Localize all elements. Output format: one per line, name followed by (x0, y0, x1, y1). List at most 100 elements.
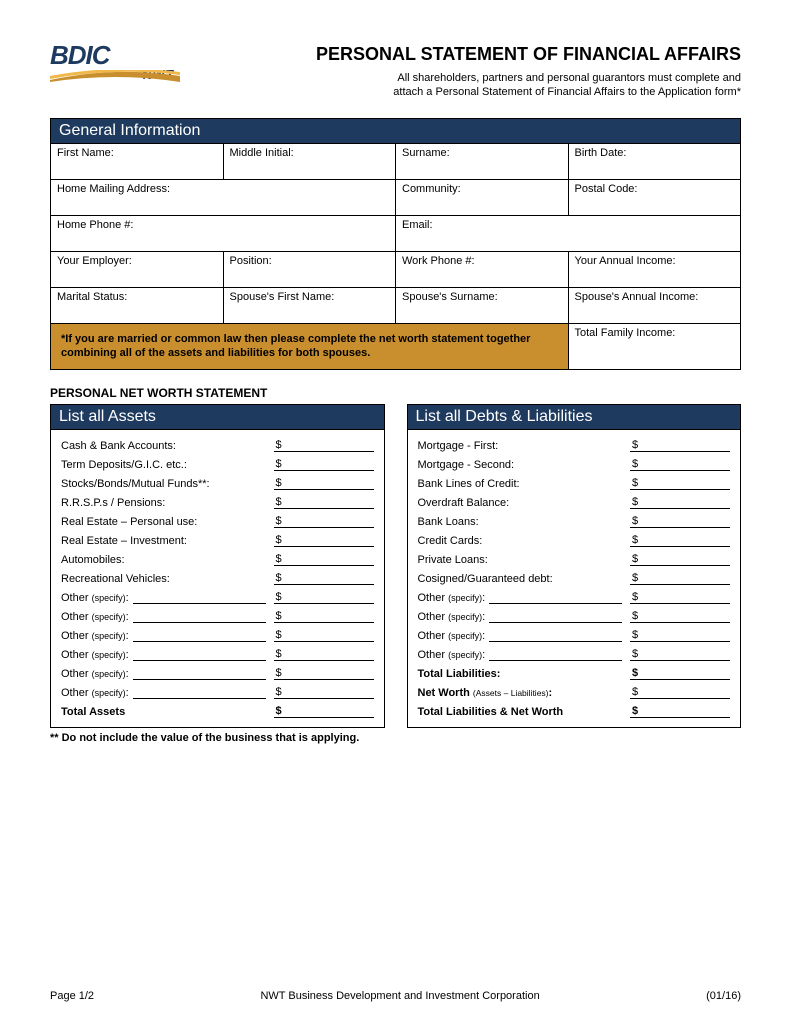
amount-field[interactable]: $ (274, 591, 374, 604)
field-email[interactable]: Email: (396, 216, 741, 252)
logo-swoosh-icon (50, 70, 180, 82)
line-item: Bank Lines of Credit:$ (418, 474, 731, 493)
line-item: Real Estate – Personal use:$ (61, 512, 374, 531)
line-item: Net Worth (Assets – Liabilities): $ (418, 683, 731, 702)
amount-field[interactable]: $ (630, 648, 730, 661)
general-info-heading: General Information (50, 118, 741, 143)
assets-list: Cash & Bank Accounts:$Term Deposits/G.I.… (50, 430, 385, 728)
amount-field[interactable]: $ (630, 515, 730, 528)
amount-field[interactable]: $ (630, 534, 730, 547)
line-item: Term Deposits/G.I.C. etc.: $ (61, 455, 374, 474)
line-item: Other (specify):$ (61, 664, 374, 683)
line-item-label: Net Worth (Assets – Liabilities): (418, 687, 623, 699)
line-item-label: Other (specify): (418, 630, 623, 642)
amount-field[interactable]: $ (274, 477, 374, 490)
line-item: Other (specify): $ (61, 626, 374, 645)
line-item-label: Other (specify): (61, 630, 266, 642)
general-info-table: First Name: Middle Initial: Surname: Bir… (50, 143, 741, 370)
line-item: Cash & Bank Accounts: $ (61, 436, 374, 455)
line-item-label: Overdraft Balance: (418, 497, 623, 509)
amount-field[interactable]: $ (274, 667, 374, 680)
amount-field[interactable]: $ (630, 686, 730, 699)
line-item: Mortgage - Second: $ (418, 455, 731, 474)
line-item: Total Liabilities: $ (418, 664, 731, 683)
line-item-label: Other (specify): (61, 611, 266, 623)
field-middle-initial[interactable]: Middle Initial: (223, 144, 396, 180)
amount-field[interactable]: $ (274, 553, 374, 566)
page-title: PERSONAL STATEMENT OF FINANCIAL AFFAIRS (200, 44, 741, 65)
line-item-label: Cosigned/Guaranteed debt: (418, 573, 623, 585)
field-birth-date[interactable]: Birth Date: (568, 144, 741, 180)
amount-field[interactable]: $ (630, 477, 730, 490)
amount-field[interactable]: $ (274, 648, 374, 661)
amount-field[interactable]: $ (274, 515, 374, 528)
line-item-label: Term Deposits/G.I.C. etc.: (61, 459, 266, 471)
footnote: ** Do not include the value of the busin… (50, 732, 741, 744)
line-item-label: Total Liabilities & Net Worth (418, 706, 623, 718)
field-spouse-first-name[interactable]: Spouse's First Name: (223, 288, 396, 324)
debts-column: List all Debts & Liabilities Mortgage - … (407, 404, 742, 728)
married-note: *If you are married or common law then p… (51, 324, 569, 370)
field-spouse-surname[interactable]: Spouse's Surname: (396, 288, 569, 324)
footer: Page 1/2 NWT Business Development and In… (50, 990, 741, 1002)
field-postal-code[interactable]: Postal Code: (568, 180, 741, 216)
field-first-name[interactable]: First Name: (51, 144, 224, 180)
line-item-label: Private Loans: (418, 554, 623, 566)
line-item: Other (specify): $ (61, 607, 374, 626)
field-work-phone[interactable]: Work Phone #: (396, 252, 569, 288)
field-surname[interactable]: Surname: (396, 144, 569, 180)
line-item: Other (specify): $ (61, 588, 374, 607)
assets-heading: List all Assets (50, 404, 385, 430)
amount-field[interactable]: $ (274, 629, 374, 642)
field-employer[interactable]: Your Employer: (51, 252, 224, 288)
line-item-label: Stocks/Bonds/Mutual Funds**: (61, 478, 266, 490)
header-text: PERSONAL STATEMENT OF FINANCIAL AFFAIRS … (200, 40, 741, 100)
line-item: Other (specify):$ (61, 683, 374, 702)
subtitle-line1: All shareholders, partners and personal … (200, 71, 741, 85)
field-family-income[interactable]: Total Family Income: (568, 324, 741, 370)
amount-field[interactable]: $ (630, 591, 730, 604)
field-annual-income[interactable]: Your Annual Income: (568, 252, 741, 288)
amount-field[interactable]: $ (274, 705, 374, 718)
line-item-label: R.R.S.P.s / Pensions: (61, 497, 266, 509)
line-item-label: Cash & Bank Accounts: (61, 440, 266, 452)
amount-field[interactable]: $ (274, 496, 374, 509)
amount-field[interactable]: $ (630, 629, 730, 642)
line-item-label: Other (specify): (61, 649, 266, 661)
field-position[interactable]: Position: (223, 252, 396, 288)
amount-field[interactable]: $ (630, 667, 730, 680)
amount-field[interactable]: $ (274, 439, 374, 452)
assets-column: List all Assets Cash & Bank Accounts:$Te… (50, 404, 385, 728)
field-mailing-address[interactable]: Home Mailing Address: (51, 180, 396, 216)
line-item: Stocks/Bonds/Mutual Funds**: $ (61, 474, 374, 493)
line-item-label: Automobiles: (61, 554, 266, 566)
field-marital-status[interactable]: Marital Status: (51, 288, 224, 324)
amount-field[interactable]: $ (630, 705, 730, 718)
footer-org: NWT Business Development and Investment … (94, 990, 706, 1002)
line-item-label: Mortgage - Second: (418, 459, 623, 471)
amount-field[interactable]: $ (630, 553, 730, 566)
footer-page: Page 1/2 (50, 990, 94, 1002)
field-home-phone[interactable]: Home Phone #: (51, 216, 396, 252)
field-spouse-income[interactable]: Spouse's Annual Income: (568, 288, 741, 324)
amount-field[interactable]: $ (274, 572, 374, 585)
line-item-label: Other (specify): (61, 592, 266, 604)
logo: BDIC NWT (50, 40, 180, 100)
amount-field[interactable]: $ (630, 439, 730, 452)
debts-heading: List all Debts & Liabilities (407, 404, 742, 430)
amount-field[interactable]: $ (630, 496, 730, 509)
amount-field[interactable]: $ (274, 686, 374, 699)
field-community[interactable]: Community: (396, 180, 569, 216)
net-worth-heading: PERSONAL NET WORTH STATEMENT (50, 386, 741, 400)
amount-field[interactable]: $ (274, 610, 374, 623)
line-item: Bank Loans:$ (418, 512, 731, 531)
line-item-label: Total Assets (61, 706, 266, 718)
line-item: Total Assets $ (61, 702, 374, 721)
line-item-label: Total Liabilities: (418, 668, 623, 680)
amount-field[interactable]: $ (630, 610, 730, 623)
amount-field[interactable]: $ (630, 572, 730, 585)
amount-field[interactable]: $ (274, 534, 374, 547)
amount-field[interactable]: $ (274, 458, 374, 471)
amount-field[interactable]: $ (630, 458, 730, 471)
line-item: Other (specify):$ (418, 588, 731, 607)
